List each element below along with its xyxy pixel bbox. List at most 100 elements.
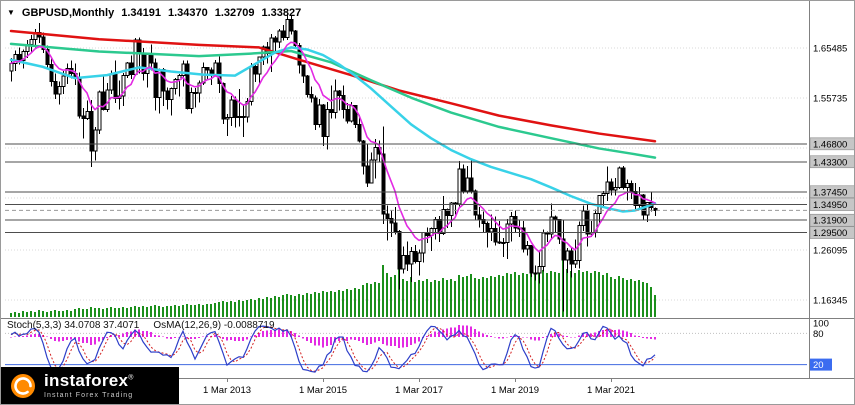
indicator-level-label: 80 [813,329,824,340]
candle [253,66,258,75]
candle [529,245,534,274]
ohlc-open-value: 1.34191 [121,7,161,19]
candle [513,216,518,229]
candle [233,99,238,118]
candle [625,183,630,188]
price-axis[interactable]: 1.65485 1.55735 1.26095 1.16345 1.46800 1.433… [809,44,855,372]
candle [317,104,322,125]
level-price-chip [809,226,854,239]
candle [601,193,606,197]
candle [61,75,66,87]
osma-histogram [10,325,656,349]
support-resistance-lines[interactable] [5,143,807,234]
dropdown-arrow-icon[interactable]: ▼ [7,8,15,17]
logo-tagline: Instant Forex Trading [44,392,134,399]
candle [273,37,278,43]
candle [41,36,46,50]
price-scale-label: 1.26095 [813,245,847,256]
candle [573,260,578,265]
time-label: 1 Mar 2017 [395,385,443,396]
indicator-level-chip [810,358,832,371]
price-scale-label: 1.55735 [813,93,847,104]
candle [153,62,158,98]
candle [369,159,374,184]
candle [21,51,26,62]
time-label: 1 Mar 2015 [299,385,347,396]
candle [585,210,590,235]
candle [81,115,86,120]
stoch-main-line [10,325,656,373]
candle [205,67,210,71]
candle [57,85,62,95]
candle [461,168,466,192]
candle [297,44,302,66]
candle [385,213,390,219]
candle [401,254,406,270]
candle [417,252,422,263]
candle [477,214,482,220]
candle [245,101,250,118]
instaforex-swirl-icon [11,373,35,398]
candle [197,82,202,94]
candle [293,30,298,46]
candle [29,39,34,45]
candle [621,167,626,188]
level-price-chip [809,185,854,199]
candle [285,18,290,38]
candle [569,250,574,265]
candle [433,218,438,230]
ma-magenta-line [10,41,656,253]
candle [333,90,338,113]
candle [405,254,410,265]
candle [501,242,506,245]
candle [241,116,246,119]
candle [493,227,498,243]
candle [449,202,454,217]
candle [533,272,538,275]
candle [445,209,450,217]
candle [645,202,650,216]
candle [581,210,586,227]
candle [257,56,262,75]
price-scale-label: 1.16345 [813,295,847,306]
candle [465,177,470,192]
volume-bars [10,259,656,317]
candle [441,209,446,235]
instaforex-logo: instaforex® Instant Forex Trading [1,367,179,404]
candle [101,91,106,110]
candle [329,108,334,113]
stoch-label: Stoch(5,3,3) 34.0708 37.4071 [7,320,140,331]
candles-layer [9,15,658,312]
level-price-chip [809,198,854,211]
candle [553,216,558,220]
candle [409,251,414,265]
candle [413,251,418,263]
candle [93,129,98,152]
candle [229,99,234,118]
candle [97,91,102,131]
candle [497,241,502,244]
candle [337,90,342,97]
level-price-label: 1.31900 [813,216,847,227]
ma-green-line [9,42,657,159]
logo-brand: instaforex® [44,371,134,390]
candle [281,30,286,38]
ohlc-high-value: 1.34370 [167,7,208,19]
osma-label: OsMA(12,26,9) -0.0088719 [153,320,275,331]
candle [309,93,314,99]
candle [469,177,474,192]
candle [169,87,174,101]
candle [521,227,526,250]
candle [305,75,310,95]
candle [193,91,198,94]
indicator-panel [5,325,807,373]
ma-cyan-line [9,46,657,213]
candle [53,80,58,95]
candle [617,167,622,189]
candle [549,216,554,235]
candle [361,140,366,167]
candle [537,265,542,274]
time-label: 1 Mar 2013 [203,385,251,396]
